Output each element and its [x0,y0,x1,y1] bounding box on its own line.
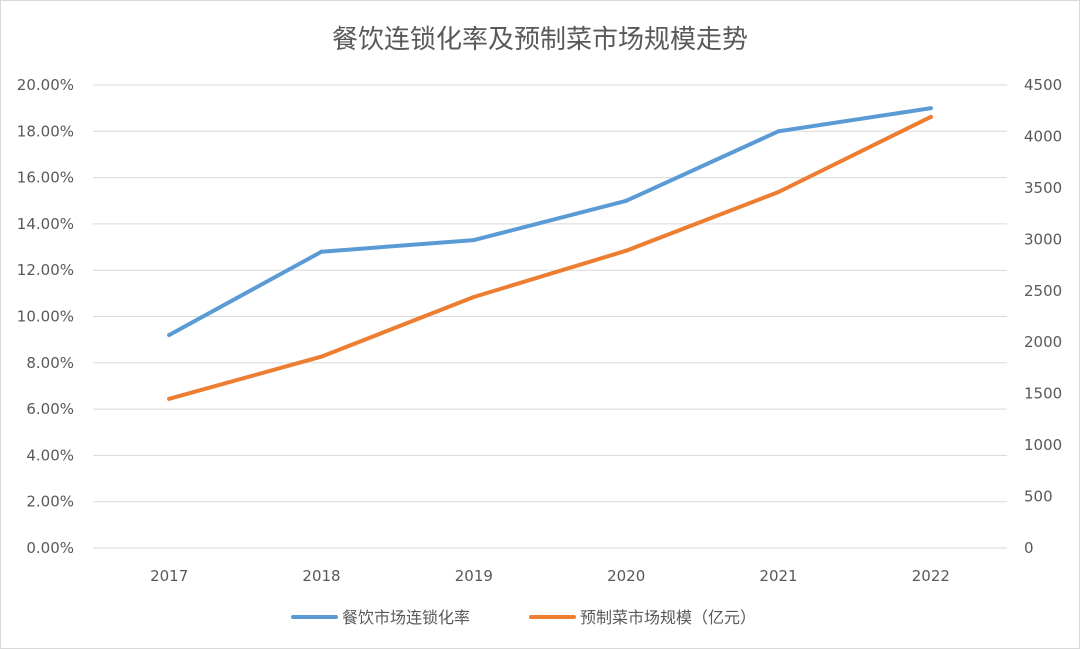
right-tick-label: 1500 [1024,385,1062,403]
x-tick-label: 2021 [759,567,797,585]
series-line-1 [167,106,933,337]
legend: 餐饮市场连锁化率 预制菜市场规模（亿元） [291,608,756,627]
left-tick-label: 10.00% [17,308,74,326]
data-point [776,129,781,134]
right-tick-label: 3500 [1024,179,1062,197]
chart-title: 餐饮连锁化率及预制菜市场规模走势 [332,25,748,55]
right-tick-label: 500 [1024,488,1053,506]
series-line-2 [167,114,933,401]
legend-label: 预制菜市场规模（亿元） [580,608,756,627]
series-lines [167,106,933,401]
left-tick-label: 2.00% [26,493,74,511]
x-axis: 2017 2018 2019 2020 2021 2022 [150,567,950,585]
right-tick-label: 2000 [1024,333,1062,351]
left-tick-label: 6.00% [26,400,74,418]
left-tick-label: 12.00% [17,261,74,279]
x-tick-label: 2019 [455,567,493,585]
x-tick-label: 2017 [150,567,188,585]
x-tick-label: 2020 [607,567,645,585]
data-point [167,333,172,338]
right-y-axis: 0 500 1000 1500 2000 2500 3000 3500 4000 4500 [1024,76,1062,557]
data-point [471,294,476,299]
data-point [471,238,476,243]
data-point [776,190,781,195]
legend-label: 餐饮市场连锁化率 [342,608,470,627]
left-tick-label: 4.00% [26,446,74,464]
right-tick-label: 3000 [1024,230,1062,248]
left-tick-label: 18.00% [17,122,74,140]
data-point [624,198,629,203]
left-tick-label: 14.00% [17,215,74,233]
right-tick-label: 1000 [1024,436,1062,454]
data-point [319,249,324,254]
gridlines [93,84,1007,549]
x-tick-label: 2018 [302,567,340,585]
data-point [928,114,933,119]
left-tick-label: 20.00% [17,76,74,94]
right-tick-label: 4500 [1024,76,1062,94]
data-point [319,354,324,359]
left-tick-label: 16.00% [17,169,74,187]
right-tick-label: 4000 [1024,127,1062,145]
data-point [167,396,172,401]
left-tick-label: 0.00% [26,539,74,557]
data-point [624,248,629,253]
left-y-axis: 0.00% 2.00% 4.00% 6.00% 8.00% 10.00% 12.00% 14.… [17,76,74,557]
right-tick-label: 2500 [1024,282,1062,300]
x-tick-label: 2022 [912,567,950,585]
left-tick-label: 8.00% [26,354,74,372]
data-point [928,106,933,111]
right-tick-label: 0 [1024,539,1034,557]
